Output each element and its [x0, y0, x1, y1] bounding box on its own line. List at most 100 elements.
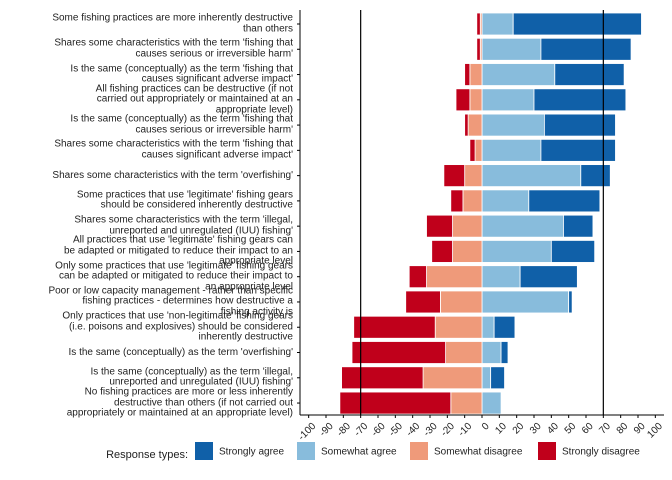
- x-tick-label: 30: [528, 421, 544, 437]
- legend-label: Strongly disagree: [562, 447, 640, 458]
- bar: [476, 12, 481, 36]
- bar: [434, 315, 483, 339]
- bar: [481, 88, 535, 112]
- bar: [408, 265, 427, 289]
- y-tick-label: Is the same (conceptually) as the term '…: [70, 113, 293, 136]
- bar: [481, 391, 502, 415]
- bar: [481, 189, 530, 213]
- bar: [464, 164, 483, 188]
- bar: [450, 189, 464, 213]
- bar: [339, 391, 452, 415]
- y-tick-label: Is the same (conceptually) as the term '…: [68, 346, 293, 358]
- bar: [452, 214, 483, 238]
- bar: [469, 88, 483, 112]
- bar: [405, 290, 441, 314]
- bar: [462, 189, 483, 213]
- bar: [464, 113, 469, 137]
- bar: [481, 37, 542, 61]
- bar: [464, 63, 471, 86]
- bar: [544, 113, 616, 137]
- bar: [481, 164, 582, 188]
- bar: [467, 113, 483, 137]
- bar: [533, 88, 627, 112]
- x-tick-label: 70: [597, 421, 613, 437]
- bar: [519, 265, 578, 289]
- bar: [500, 341, 509, 364]
- y-tick-label: Is the same (conceptually) as the term '…: [70, 63, 293, 85]
- bar: [481, 63, 556, 86]
- y-tick-label: Only some practices that use 'legitimate…: [55, 259, 293, 292]
- x-tick-label: -90: [318, 421, 336, 439]
- x-tick-label: 50: [563, 421, 579, 437]
- bar: [550, 240, 596, 263]
- y-tick-label: All practices that use 'legitimate' fish…: [63, 234, 293, 267]
- bar: [481, 265, 521, 289]
- bar: [353, 315, 436, 339]
- x-tick-label: 100: [645, 421, 665, 441]
- y-tick-label: Shares some characteristics with the ter…: [54, 138, 293, 161]
- bar: [452, 240, 483, 263]
- bar: [540, 37, 632, 61]
- bar: [528, 189, 601, 213]
- bar: [540, 138, 616, 162]
- bar: [481, 214, 564, 238]
- bar: [443, 164, 466, 188]
- bar: [476, 37, 481, 61]
- x-tick-label: -10: [456, 421, 474, 439]
- legend-label: Somewhat disagree: [434, 447, 523, 458]
- legend-swatch: [195, 442, 213, 460]
- legend-swatch: [538, 442, 556, 460]
- legend-swatch: [297, 442, 315, 460]
- x-tick-label: 40: [545, 421, 561, 437]
- x-tick-label: -20: [439, 421, 457, 439]
- bar: [580, 164, 611, 188]
- bar: [426, 265, 483, 289]
- y-tick-label: Poor or low capacity management - rather…: [48, 285, 293, 318]
- bar: [481, 315, 495, 339]
- bar: [474, 138, 483, 162]
- y-tick-label: Some practices that use 'legitimate' fis…: [76, 189, 293, 211]
- y-tick-label: All fishing practices can be destructive…: [95, 83, 293, 116]
- bar: [469, 63, 483, 86]
- x-tick-label: -40: [404, 421, 422, 439]
- bar: [469, 138, 476, 162]
- x-tick-label: 20: [511, 421, 527, 437]
- y-tick-label: Shares some characteristics with the ter…: [54, 37, 293, 60]
- bar: [426, 214, 453, 238]
- legend-label: Somewhat agree: [321, 447, 397, 458]
- bar: [481, 138, 542, 162]
- y-tick-label: Shares some characteristics with the ter…: [74, 214, 293, 237]
- bar: [481, 341, 502, 364]
- bar: [481, 113, 545, 137]
- bar: [490, 366, 505, 390]
- x-tick-label: 60: [580, 421, 596, 437]
- bar: [493, 315, 516, 339]
- bar: [563, 214, 594, 238]
- y-tick-label: No fishing practices are more or less in…: [66, 386, 293, 419]
- x-tick-label: -80: [335, 421, 353, 439]
- bar: [450, 391, 483, 415]
- bar: [554, 63, 625, 86]
- bar: [481, 240, 552, 263]
- bar: [455, 88, 471, 112]
- bar: [431, 240, 453, 263]
- legend-title: Response types:: [106, 449, 188, 461]
- bar: [481, 12, 514, 36]
- bar: [422, 366, 483, 390]
- x-tick-label: -100: [296, 421, 318, 443]
- x-tick-label: -70: [352, 421, 370, 439]
- y-tick-label: Shares some characteristics with the ter…: [52, 169, 293, 181]
- bar: [341, 366, 424, 390]
- bar: [568, 290, 573, 314]
- x-tick-label: -30: [422, 421, 440, 439]
- bar: [439, 290, 483, 314]
- x-tick-label: -60: [370, 421, 388, 439]
- legend-swatch: [410, 442, 428, 460]
- bar: [481, 290, 570, 314]
- y-tick-label: Some fishing practices are more inherent…: [52, 12, 293, 34]
- bar: [445, 341, 483, 364]
- bar: [481, 366, 492, 390]
- x-tick-label: -50: [387, 421, 405, 439]
